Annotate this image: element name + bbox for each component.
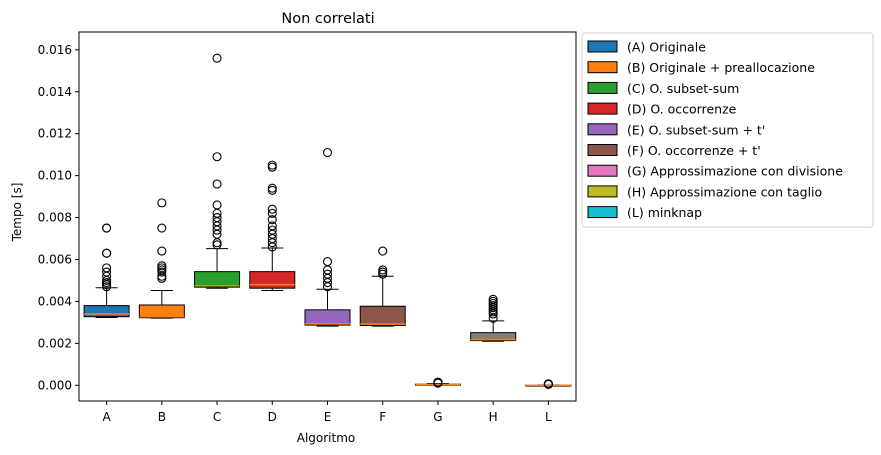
y-axis: 0.000 0.002 0.004 0.006 0.008 0.010 0.012 0.014…	[38, 43, 79, 392]
box-body	[359, 305, 406, 327]
outlier-point	[543, 379, 553, 389]
legend-entry: (H) Approssimazione con taglio	[587, 184, 822, 199]
legend-swatch	[587, 123, 618, 136]
legend-entry: (A) Originale	[587, 40, 706, 55]
outlier-point	[212, 212, 222, 223]
outlier-point	[212, 200, 222, 210]
legend-label: (E) O. subset-sum + t'	[627, 122, 765, 137]
outlier-point	[102, 263, 112, 273]
box-B	[138, 198, 185, 319]
y-tick-label: 0.000	[38, 378, 72, 392]
box-L	[525, 379, 572, 389]
x-tick-label: D	[268, 410, 277, 424]
outlier-point	[378, 246, 388, 256]
legend-label: (D) O. occorrenze	[627, 102, 737, 117]
legend-frame	[581, 32, 874, 228]
legend: (A) Originale (B) Originale + preallocazi…	[581, 32, 874, 228]
x-tick-label: E	[324, 410, 332, 424]
box-body	[249, 271, 296, 289]
box-G	[414, 377, 461, 388]
plot-area	[78, 31, 577, 402]
outlier-point	[212, 179, 222, 189]
outlier-point	[157, 261, 167, 271]
x-tick-label: G	[433, 410, 442, 424]
outlier-point	[322, 148, 333, 158]
legend-label: (G) Approssimazione con divisione	[627, 164, 843, 179]
legend-swatch	[587, 185, 618, 198]
outlier-point	[267, 204, 277, 214]
legend-entry: (D) O. occorrenze	[587, 102, 737, 117]
outlier-point	[267, 208, 277, 218]
outlier-point	[212, 152, 222, 162]
legend-swatch	[587, 144, 618, 156]
x-tick-label: H	[489, 410, 498, 424]
outlier-point	[322, 269, 333, 279]
outlier-point	[267, 215, 277, 225]
legend-entry: (B) Originale + preallocazione	[587, 60, 815, 75]
box-C	[194, 53, 241, 289]
legend-label: (F) O. occorrenze + t'	[627, 143, 761, 158]
outlier-point	[267, 221, 277, 231]
chart-title: Non correlati	[281, 11, 374, 27]
outlier-point	[102, 267, 112, 277]
y-tick-label: 0.010	[38, 169, 72, 183]
legend-entry: (G) Approssimazione con divisione	[587, 164, 843, 179]
legend-entry: (E) O. subset-sum + t'	[587, 122, 765, 137]
box-body	[83, 305, 130, 318]
outlier-point	[102, 248, 112, 258]
legend-label: (B) Originale + preallocazione	[627, 60, 815, 75]
outlier-point	[157, 223, 167, 233]
y-tick-label: 0.014	[38, 85, 72, 99]
outlier-point	[378, 265, 388, 275]
box-F	[359, 246, 406, 327]
y-tick-label: 0.004	[38, 294, 72, 308]
outlier-point	[267, 160, 277, 170]
y-tick-label: 0.016	[38, 43, 72, 57]
y-tick-label: 0.012	[38, 127, 72, 141]
legend-entry: (C) O. subset-sum	[587, 81, 739, 96]
legend-entry: (L) minknap	[587, 205, 702, 220]
outlier-point	[322, 257, 333, 267]
outlier-point	[212, 53, 222, 63]
box-H	[470, 294, 517, 342]
legend-label: (H) Approssimazione con taglio	[627, 184, 822, 199]
legend-swatch	[587, 206, 618, 219]
x-tick-label: F	[379, 410, 386, 424]
legend-swatch	[587, 81, 618, 94]
y-axis-title: Tempo [s]	[10, 183, 24, 243]
outlier-point	[157, 198, 167, 208]
box-body	[194, 271, 241, 288]
box-D	[249, 160, 296, 292]
x-tick-label: L	[545, 410, 552, 424]
legend-label: (C) O. subset-sum	[627, 81, 739, 96]
outlier-point	[102, 223, 112, 233]
legend-entry: (F) O. occorrenze + t'	[587, 143, 761, 158]
outlier-point	[433, 377, 443, 387]
box-body	[304, 309, 351, 326]
legend-swatch	[587, 164, 618, 177]
outlier-point	[488, 294, 498, 304]
legend-swatch	[587, 40, 618, 53]
outlier-point	[157, 246, 167, 256]
y-tick-label: 0.008	[38, 211, 72, 225]
legend-label: (L) minknap	[627, 205, 702, 220]
x-tick-label: C	[213, 410, 221, 424]
box-body	[138, 304, 185, 319]
legend-swatch	[587, 61, 618, 74]
box-E	[304, 148, 351, 327]
box-A	[83, 223, 130, 319]
axes-frame	[78, 31, 577, 402]
outlier-point	[267, 183, 277, 193]
x-axis-title: Algoritmo	[297, 431, 356, 445]
box-body	[470, 332, 517, 342]
y-tick-label: 0.002	[38, 336, 72, 350]
legend-label: (A) Originale	[627, 40, 706, 55]
y-tick-label: 0.006	[38, 252, 72, 266]
outlier-point	[267, 225, 277, 235]
x-tick-label: B	[158, 410, 166, 424]
legend-swatch	[587, 102, 618, 115]
x-tick-label: A	[103, 410, 112, 424]
